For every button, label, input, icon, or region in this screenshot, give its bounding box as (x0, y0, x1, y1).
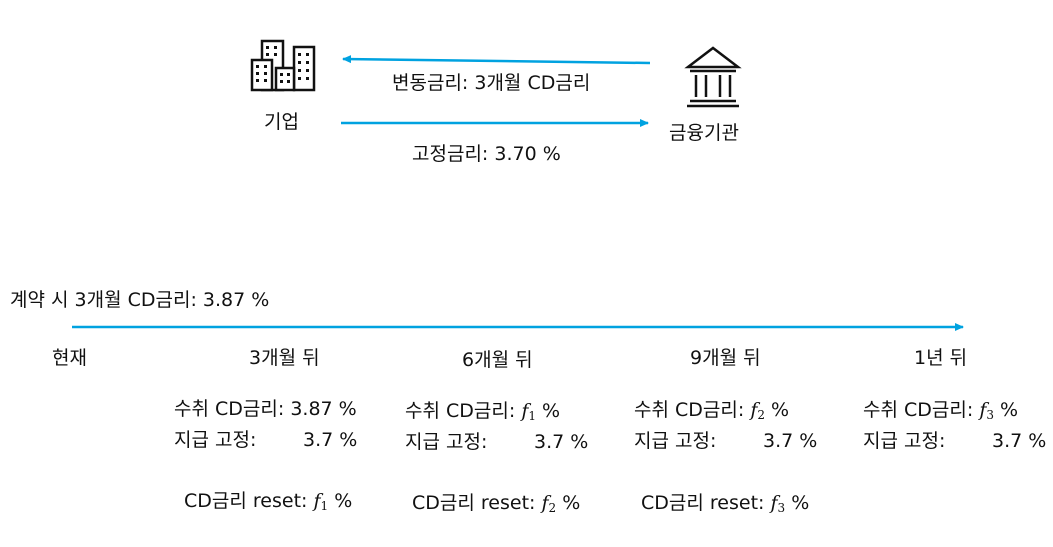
timeline-point-6m: 6개월 뒤 (462, 349, 533, 371)
office-buildings-icon (250, 39, 316, 92)
pay-fixed-value-period-1: 3.7 % (303, 429, 358, 451)
receive-rate-period-1: 수취 CD금리: 3.87 % (174, 398, 357, 420)
pay-fixed-value-period-2: 3.7 % (534, 431, 589, 453)
floating-rate-label: 변동금리: 3개월 CD금리 (392, 72, 591, 94)
bank-building-icon (684, 46, 742, 108)
pay-fixed-period-1: 지급 고정: (174, 429, 257, 451)
timeline-point-1y: 1년 뒤 (914, 347, 968, 369)
pay-fixed-value-period-4: 3.7 % (992, 430, 1047, 452)
cd-reset-period-2: CD금리 reset: f2 % (412, 492, 581, 515)
receive-rate-period-4: 수취 CD금리: f3 % (863, 399, 1019, 422)
fixed-rate-label: 고정금리: 3.70 % (412, 143, 561, 165)
pay-fixed-period-3: 지급 고정: (634, 430, 717, 452)
cd-reset-period-1: CD금리 reset: f1 % (184, 490, 353, 513)
timeline-point-now: 현재 (52, 347, 87, 369)
bank-label: 금융기관 (669, 122, 739, 144)
cd-reset-period-3: CD금리 reset: f3 % (641, 492, 810, 515)
floating-rate-arrow (342, 55, 651, 65)
receive-rate-period-3: 수취 CD금리: f2 % (634, 399, 790, 422)
company-label: 기업 (264, 111, 299, 133)
initial-cd-rate: 계약 시 3개월 CD금리: 3.87 % (10, 289, 270, 311)
receive-rate-period-2: 수취 CD금리: f1 % (405, 400, 561, 423)
pay-fixed-period-4: 지급 고정: (863, 430, 946, 452)
pay-fixed-value-period-3: 3.7 % (763, 430, 818, 452)
timeline-point-9m: 9개월 뒤 (690, 347, 761, 369)
pay-fixed-period-2: 지급 고정: (405, 431, 488, 453)
timeline-point-3m: 3개월 뒤 (249, 347, 320, 369)
